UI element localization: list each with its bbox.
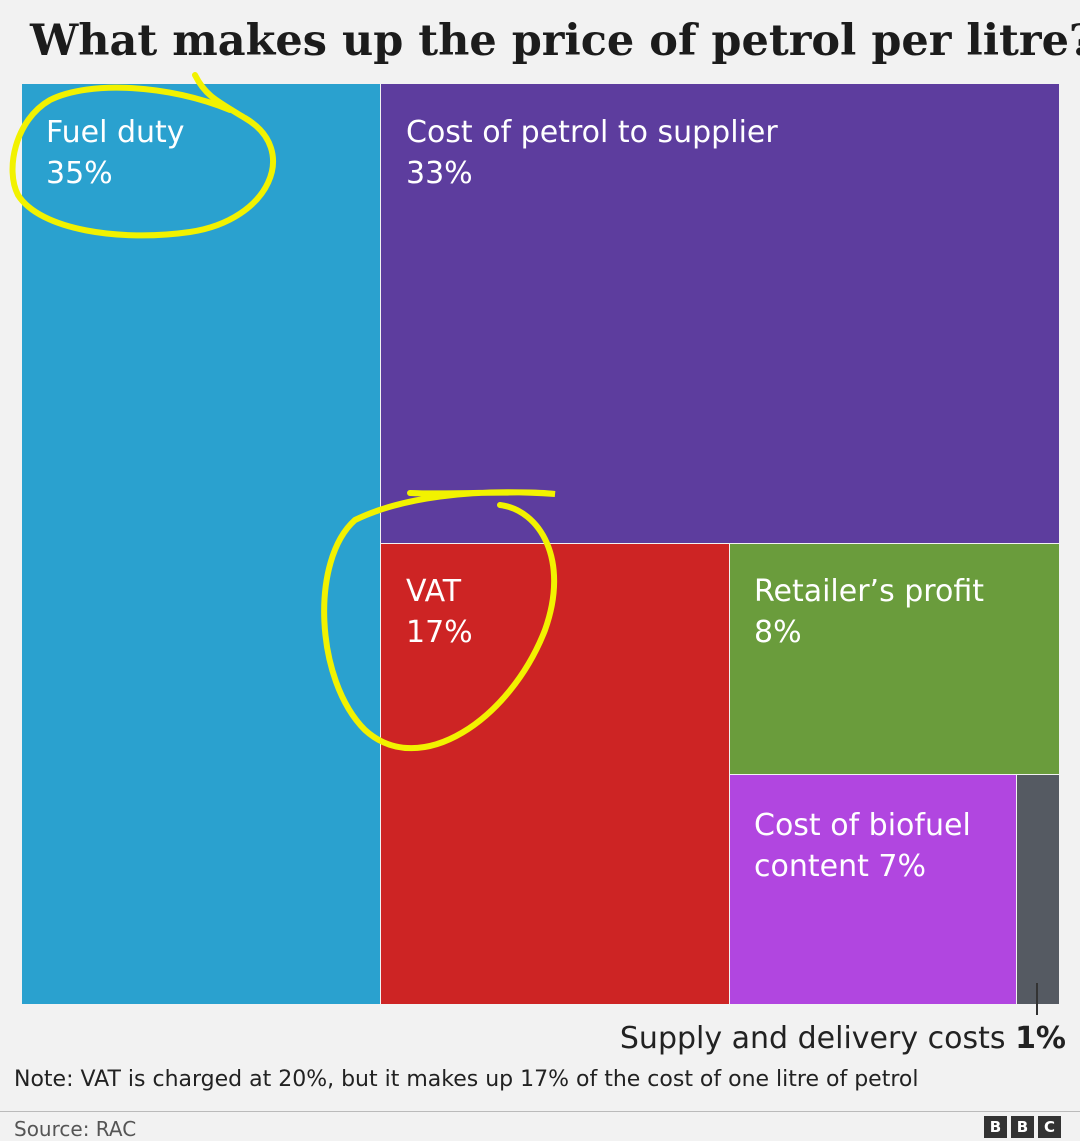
bbc-logo-letter-1: B — [984, 1116, 1007, 1138]
biofuel-tile — [730, 775, 1016, 1004]
supply-delivery-tile — [1017, 775, 1059, 1004]
treemap-svg — [22, 84, 1059, 1004]
supplier-cost-tile — [381, 84, 1059, 543]
supply-leader-line — [1036, 983, 1038, 1015]
bbc-logo-letter-2: B — [1011, 1116, 1034, 1138]
vat-tile — [381, 544, 729, 1004]
footer-divider — [0, 1111, 1080, 1112]
chart-note: Note: VAT is charged at 20%, but it make… — [14, 1067, 919, 1092]
bbc-logo: B B C — [984, 1116, 1061, 1138]
chart-title: What makes up the price of petrol per li… — [30, 16, 1080, 66]
treemap-chart: Fuel duty 35% Cost of petrol to supplier… — [22, 84, 1059, 1004]
fuel-duty-tile — [22, 84, 380, 1004]
retailer-profit-tile — [730, 544, 1059, 774]
supply-callout-text: Supply and delivery costs — [619, 1021, 1006, 1056]
chart-source: Source: RAC — [14, 1117, 137, 1141]
bbc-logo-letter-3: C — [1038, 1116, 1061, 1138]
supply-callout-value: 1% — [1015, 1021, 1066, 1056]
supply-callout: Supply and delivery costs 1% — [620, 1021, 1066, 1056]
